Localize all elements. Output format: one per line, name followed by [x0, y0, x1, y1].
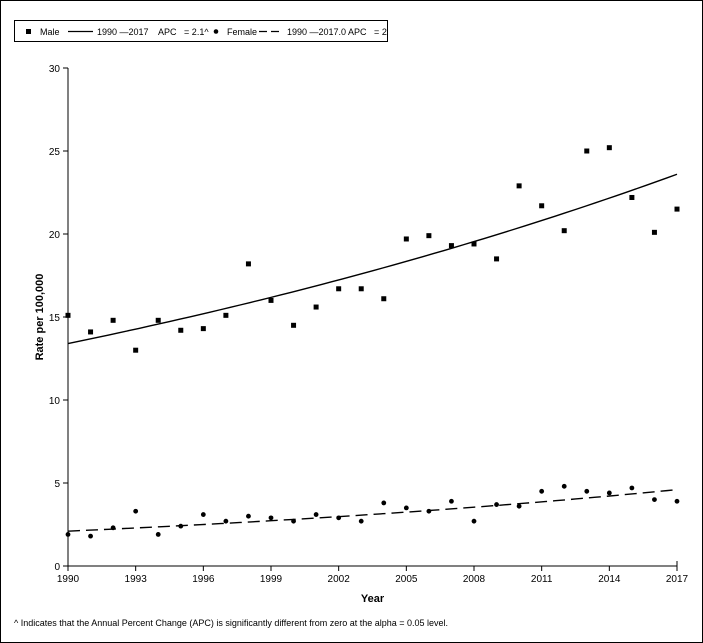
legend-svg: Male 1990 —2017 APC = 2.1^ Female 1990 —… — [26, 27, 399, 37]
female-data-point — [561, 483, 567, 489]
legend-female-label: Female — [227, 27, 257, 37]
legend-female-fit-label: 1990 —2017.0 APC = 2.7^ — [287, 27, 387, 37]
y-tick-label: 20 — [49, 230, 61, 241]
female-data-point — [652, 497, 657, 502]
y-tick-label: 5 — [54, 479, 60, 490]
female-data-point — [88, 533, 93, 539]
female-data-point — [606, 490, 612, 496]
female-data-point — [155, 532, 161, 537]
female-fit-line — [67, 488, 678, 532]
male-data-point — [561, 228, 567, 234]
data-points — [65, 145, 680, 539]
female-data-point — [381, 500, 387, 506]
y-tick-label: 15 — [49, 313, 61, 324]
x-tick-label: 2011 — [531, 574, 553, 585]
legend: Male 1990 —2017 APC = 2.1^ Female 1990 —… — [14, 20, 399, 42]
x-tick-label: 2017 — [666, 574, 689, 585]
male-data-point — [336, 286, 342, 292]
male-data-point — [629, 194, 635, 200]
x-axis-label: Year — [361, 593, 385, 605]
female-data-point — [110, 525, 116, 531]
male-fit-line — [67, 173, 678, 345]
x-tick-label: 2002 — [328, 574, 351, 585]
male-data-point — [494, 256, 500, 262]
female-data-point — [223, 518, 229, 524]
x-tick-label: 1999 — [260, 574, 283, 585]
female-data-point — [65, 532, 71, 537]
male-data-point — [358, 286, 364, 292]
female-data-point — [291, 518, 296, 524]
female-data-point — [674, 498, 680, 504]
x-tick-label: 2005 — [395, 574, 418, 585]
x-tick-label: 1990 — [57, 574, 80, 585]
female-marker-icon — [213, 29, 219, 34]
male-data-point — [200, 326, 206, 332]
y-tick-label: 30 — [49, 64, 61, 75]
male-data-point — [516, 183, 522, 189]
female-data-point — [268, 515, 274, 521]
female-data-point — [629, 485, 635, 491]
female-data-point — [336, 515, 342, 521]
male-data-point — [245, 261, 251, 267]
female-data-point — [200, 512, 206, 517]
male-data-point — [133, 347, 139, 353]
male-marker-icon — [26, 29, 31, 34]
x-tick-label: 2008 — [463, 574, 486, 585]
male-data-point — [426, 233, 432, 239]
x-tick-label: 1993 — [125, 574, 148, 585]
male-data-point — [471, 241, 477, 247]
male-data-point — [539, 203, 545, 209]
female-data-point — [426, 508, 432, 514]
footnote: ^ Indicates that the Annual Percent Chan… — [14, 618, 449, 628]
x-tick-label: 1996 — [192, 574, 215, 585]
female-data-point — [358, 518, 364, 524]
male-data-point — [178, 327, 184, 333]
female-data-point — [246, 513, 251, 519]
male-data-point — [88, 329, 94, 335]
male-data-point — [651, 229, 657, 235]
male-data-point — [381, 296, 387, 302]
legend-male-label: Male — [40, 27, 60, 37]
legend-male-fit-label: 1990 —2017 APC = 2.1^ — [97, 27, 209, 37]
female-data-point — [516, 503, 522, 509]
male-data-point — [606, 145, 612, 151]
female-data-point — [403, 505, 409, 511]
x-tick-label: 2014 — [598, 574, 621, 585]
female-data-point — [313, 512, 319, 517]
female-data-point — [178, 523, 184, 529]
female-data-point — [471, 518, 477, 524]
male-data-point — [584, 148, 590, 154]
male-data-point — [674, 206, 680, 212]
y-tick-label: 10 — [49, 396, 61, 407]
y-axis-label: Rate per 100,000 — [34, 274, 46, 361]
male-data-point — [110, 317, 116, 323]
y-tick-label: 25 — [49, 147, 61, 158]
male-data-point — [448, 243, 454, 249]
male-data-point — [155, 317, 161, 323]
female-data-point — [494, 502, 499, 507]
female-data-point — [133, 508, 139, 514]
male-data-point — [65, 312, 71, 318]
female-data-point — [584, 488, 590, 494]
fit-lines — [67, 173, 678, 532]
male-data-point — [291, 322, 297, 328]
female-data-point — [449, 498, 454, 504]
male-data-point — [223, 312, 229, 318]
male-data-point — [313, 304, 319, 310]
y-tick-label: 0 — [54, 562, 60, 573]
female-data-point — [539, 488, 545, 494]
male-data-point — [403, 236, 409, 242]
male-data-point — [268, 297, 274, 303]
ticks: 1990 1993 1996 1999 2002 2005 2008 2011 2014 2017… — [49, 64, 689, 585]
